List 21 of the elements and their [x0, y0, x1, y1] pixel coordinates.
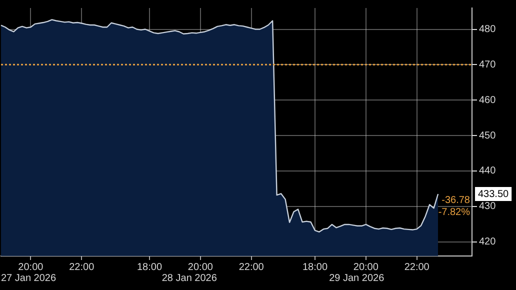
text: 28 Jan 2026 [162, 272, 218, 284]
y-tick-label: 440 [479, 166, 496, 177]
text: 29 Jan 2026 [329, 272, 385, 284]
x-tick-label: 18:00 [302, 262, 328, 273]
x-tick-label: 18:00 [137, 262, 162, 273]
y-tick-label: 420 [479, 236, 496, 248]
y-tick-label: 430 [479, 201, 496, 212]
x-tick-label: 20:00 [353, 262, 379, 273]
y-tick-label: 470 [479, 59, 496, 70]
annotation: -7.82% [438, 206, 470, 218]
y-tick-label: 450 [479, 130, 496, 142]
x-tick-label: 22:00 [404, 262, 430, 273]
y-tick-label: 460 [479, 94, 496, 106]
text: 27 Jan 2026 [1, 272, 56, 284]
y-tick-label: 480 [479, 24, 496, 36]
x-tick-label: 22:00 [238, 262, 264, 273]
x-tick-label: 22:00 [69, 262, 95, 273]
x-tick-label: 20:00 [188, 262, 214, 273]
annotation: -36.78 [442, 194, 470, 206]
x-tick-label: 20:00 [18, 262, 44, 273]
text: 433.50 [478, 188, 510, 200]
